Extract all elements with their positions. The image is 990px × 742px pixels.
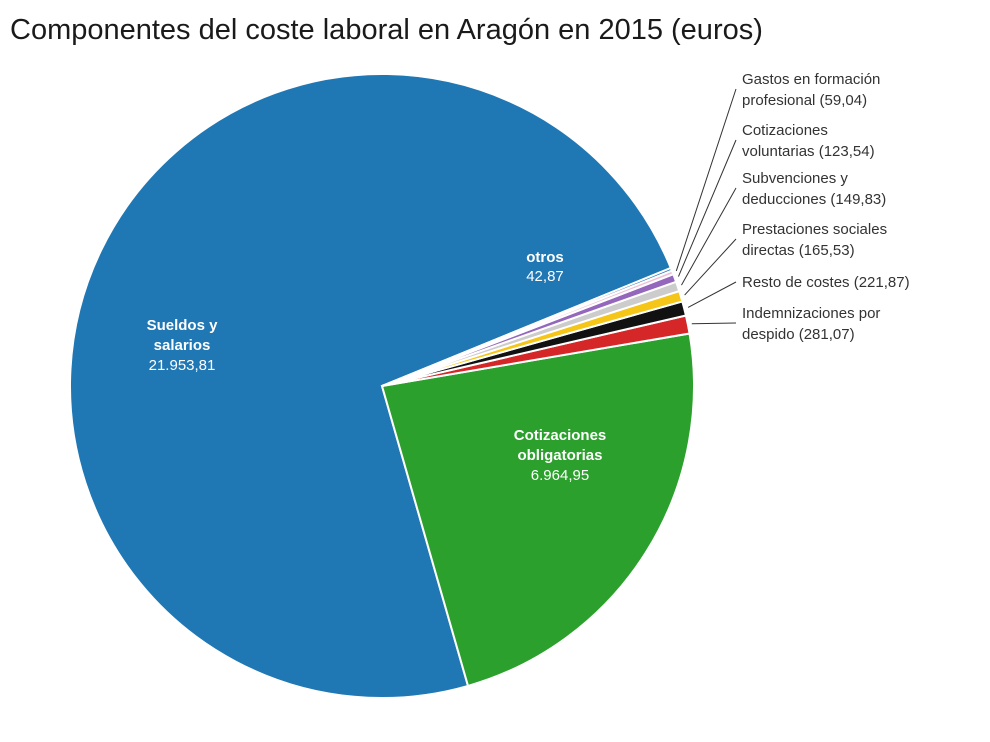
slice-label: Cotizaciones [514, 427, 607, 444]
pie-labels: Sueldos y salarios 21.953,81 Cotizaciones ob… [147, 71, 910, 484]
pie-slice [380, 332, 695, 688]
pie-slice [381, 266, 674, 387]
slice-label: Prestaciones sociales [742, 221, 887, 238]
slice-label: profesional (59,04) [742, 92, 867, 109]
leader-line [687, 281, 737, 308]
slice-label: Sueldos y [147, 317, 219, 334]
leader-line [675, 88, 737, 272]
slice-label: voluntarias (123,54) [742, 143, 875, 160]
slice-label: otros [526, 249, 564, 266]
slice-label: obligatorias [517, 447, 602, 464]
slice-label: Cotizaciones [742, 122, 828, 139]
slice-value-label: 6.964,95 [531, 467, 589, 484]
slice-label: despido (281,07) [742, 326, 855, 343]
slice-label: salarios [154, 337, 211, 354]
leader-line [684, 238, 737, 296]
slice-value-label: 21.953,81 [149, 357, 216, 374]
slice-label: Indemnizaciones por [742, 305, 880, 322]
slice-value-label: 42,87 [526, 268, 564, 285]
slice-label: Gastos en formación [742, 71, 880, 88]
leader-line [691, 322, 737, 325]
chart-title: Componentes del coste laboral en Aragón … [10, 14, 763, 46]
slice-label: directas (165,53) [742, 242, 855, 259]
leader-line [677, 139, 737, 277]
slice-label: deducciones (149,83) [742, 191, 886, 208]
pie-slice [69, 73, 673, 699]
slice-label: Resto de costes (221,87) [742, 274, 910, 291]
pie-slices [69, 73, 695, 699]
slice-label: Subvenciones y [742, 170, 848, 187]
leader-line [681, 187, 737, 286]
